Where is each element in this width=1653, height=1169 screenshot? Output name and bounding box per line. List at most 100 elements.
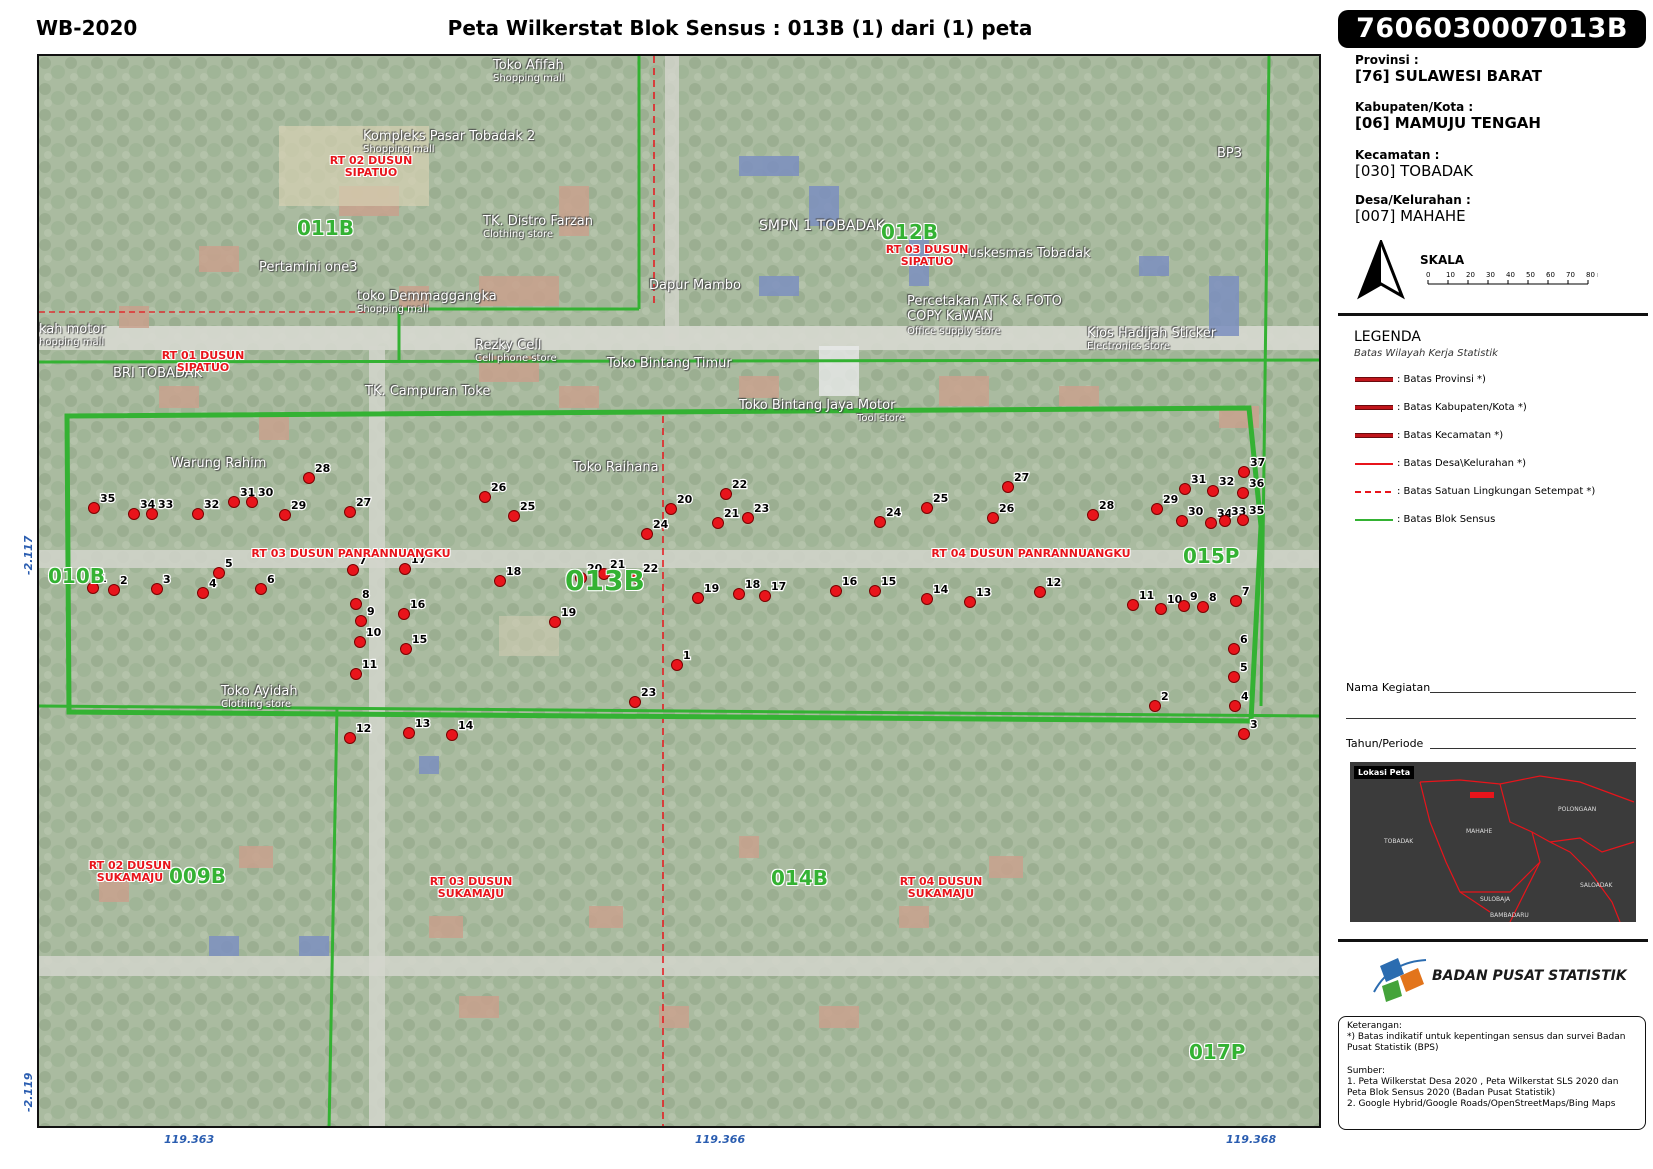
- building-point[interactable]: 6: [255, 572, 276, 595]
- building-point[interactable]: 18: [494, 564, 523, 587]
- poi-toko-ayidah[interactable]: Toko Ayidah Clothing store: [221, 684, 298, 710]
- building-point[interactable]: 21: [712, 506, 741, 529]
- building-point[interactable]: 28: [1087, 498, 1116, 521]
- building-point[interactable]: 8: [1197, 590, 1218, 613]
- building-point[interactable]: 28: [303, 461, 332, 484]
- poi-bp3[interactable]: BP3: [1217, 146, 1243, 161]
- building-point[interactable]: 30: [1176, 504, 1205, 527]
- building-point[interactable]: 15: [869, 574, 898, 597]
- building-point[interactable]: 1: [671, 648, 692, 671]
- building-point[interactable]: 21: [598, 557, 627, 580]
- poi-bintang-jaya[interactable]: Toko Bintang Jaya Motor Tool store: [739, 398, 905, 424]
- building-point[interactable]: 14: [446, 718, 475, 741]
- poi-tk-campuran[interactable]: TK. Campuran Toke: [365, 384, 491, 399]
- lat-label: -2.119: [22, 1072, 35, 1112]
- poi-distro-farzan[interactable]: TK. Distro Farzan Clothing store: [483, 214, 593, 240]
- building-point[interactable]: 7: [347, 553, 368, 576]
- poi-dapur-mambo[interactable]: Dapur Mambo: [649, 278, 741, 293]
- building-point[interactable]: 18: [733, 577, 762, 600]
- periode-field[interactable]: [1430, 748, 1636, 749]
- building-point[interactable]: 9: [355, 604, 376, 627]
- building-point[interactable]: 32: [1207, 474, 1236, 497]
- building-point[interactable]: 17: [759, 579, 788, 602]
- poi-smpn[interactable]: SMPN 1 TOBADAK: [759, 218, 885, 234]
- poi-toko-afifah[interactable]: Toko Afifah Shopping mall: [493, 58, 565, 84]
- building-point[interactable]: 24: [641, 517, 670, 540]
- poi-toko-demmaggangka[interactable]: toko Demmaggangka Shopping mall: [357, 289, 497, 315]
- building-point[interactable]: 26: [479, 480, 508, 503]
- building-point[interactable]: 5: [213, 556, 234, 579]
- building-point[interactable]: 4: [1229, 689, 1250, 712]
- building-point[interactable]: 2: [1149, 689, 1170, 712]
- kegiatan-field-line2[interactable]: [1346, 718, 1636, 719]
- building-point[interactable]: 14: [921, 582, 950, 605]
- poi-kah-motor[interactable]: kah motor hopping mall: [39, 322, 106, 348]
- building-point[interactable]: 15: [400, 632, 429, 655]
- building-point-label: 8: [362, 588, 370, 601]
- legend-item: : Batas Kabupaten/Kota *): [1355, 402, 1527, 413]
- map-view[interactable]: 35 34 33 32 31 30 29 28 27 1 2 3 4 5 6 7 17 8 9 16 10 15 11 12 1…: [37, 54, 1321, 1128]
- building-point[interactable]: 16: [398, 597, 427, 620]
- poi-warung-rahim[interactable]: Warung Rahim: [171, 456, 267, 471]
- building-point[interactable]: 35: [88, 491, 117, 514]
- building-point[interactable]: 25: [508, 499, 537, 522]
- poi-kios-hadijah[interactable]: Kios Hadijah Sticker Electronics store: [1087, 326, 1217, 352]
- building-point[interactable]: 22: [631, 561, 660, 584]
- building-point[interactable]: 35: [1237, 503, 1266, 526]
- poi-kompleks-pasar[interactable]: Kompleks Pasar Tobadak 2 Shopping mall: [363, 129, 536, 155]
- building-point[interactable]: 5: [1228, 660, 1249, 683]
- building-point[interactable]: 23: [629, 685, 658, 708]
- building-point[interactable]: 25: [921, 491, 950, 514]
- building-point[interactable]: 3: [151, 572, 172, 595]
- building-point[interactable]: 1: [87, 571, 108, 594]
- bps-logo-icon: [1373, 958, 1427, 1002]
- building-point[interactable]: 12: [1034, 575, 1063, 598]
- building-point[interactable]: 29: [279, 498, 308, 521]
- building-point[interactable]: 31: [1179, 472, 1208, 495]
- building-point[interactable]: 37: [1238, 455, 1267, 478]
- building-point[interactable]: 3: [1238, 717, 1259, 740]
- building-point[interactable]: 11: [1127, 588, 1156, 611]
- building-point[interactable]: 32: [192, 497, 221, 520]
- poi-pertamini[interactable]: Pertamini one3: [259, 260, 358, 275]
- building-point[interactable]: 16: [830, 574, 859, 597]
- building-point[interactable]: 29: [1151, 492, 1180, 515]
- building-point[interactable]: 17: [399, 552, 428, 575]
- building-point[interactable]: 10: [354, 625, 383, 648]
- building-point[interactable]: 2: [108, 573, 129, 596]
- building-point[interactable]: 27: [1002, 470, 1031, 493]
- building-point[interactable]: 6: [1228, 632, 1249, 655]
- legend-label: : Batas Blok Sensus: [1397, 514, 1496, 525]
- kegiatan-field[interactable]: [1430, 692, 1636, 693]
- building-point[interactable]: 27: [344, 495, 373, 518]
- building-point[interactable]: 11: [350, 657, 379, 680]
- building-point-marker: [87, 582, 99, 594]
- poi-bintang-timur[interactable]: Toko Bintang Timur: [607, 356, 732, 371]
- legend-swatch: [1355, 433, 1393, 438]
- building-point[interactable]: 13: [964, 585, 993, 608]
- building-point[interactable]: 4: [197, 576, 218, 599]
- building-point[interactable]: 23: [742, 501, 771, 524]
- building-point[interactable]: 34: [128, 497, 157, 520]
- building-point[interactable]: 20: [665, 492, 694, 515]
- building-point[interactable]: 19: [692, 581, 721, 604]
- building-point[interactable]: 7: [1230, 584, 1251, 607]
- building-point-marker: [151, 583, 163, 595]
- building-point[interactable]: 36: [1237, 476, 1266, 499]
- building-point[interactable]: 26: [987, 501, 1016, 524]
- building-point[interactable]: 9: [1178, 589, 1199, 612]
- building-point[interactable]: 8: [350, 587, 371, 610]
- building-point[interactable]: 30: [246, 485, 275, 508]
- poi-rezky-cell[interactable]: Rezky Cell Cell phone store: [475, 338, 557, 364]
- poi-percetakan[interactable]: Percetakan ATK & FOTO COPY KaWAN Office s…: [907, 294, 1062, 337]
- building-point[interactable]: 33: [146, 497, 175, 520]
- building-point[interactable]: 19: [549, 605, 578, 628]
- building-point[interactable]: 24: [874, 505, 903, 528]
- building-point[interactable]: 12: [344, 721, 373, 744]
- poi-bri[interactable]: BRI TOBADAK: [113, 366, 203, 381]
- building-point[interactable]: 22: [720, 477, 749, 500]
- poi-puskesmas[interactable]: Puskesmas Tobadak: [961, 246, 1091, 261]
- building-point[interactable]: 13: [403, 716, 432, 739]
- poi-toko-raihana[interactable]: Toko Raihana: [573, 460, 659, 475]
